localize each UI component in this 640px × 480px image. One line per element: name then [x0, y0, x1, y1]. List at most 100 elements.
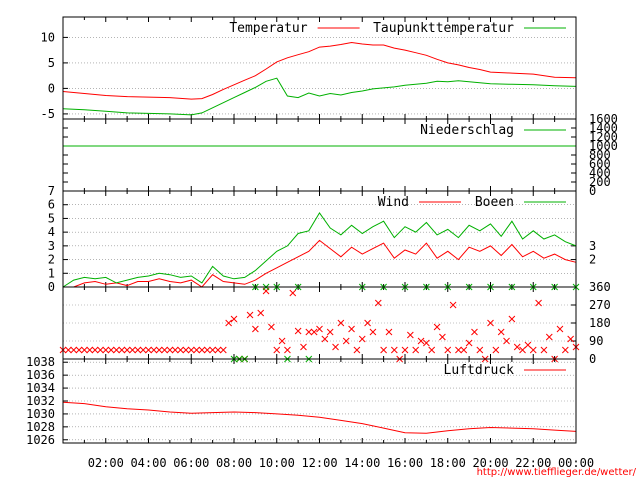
- wind_direction-point: [273, 346, 281, 354]
- wind_direction-point: [433, 323, 441, 331]
- pressure-ytick-label: 1028: [26, 420, 55, 434]
- wind_direction-point: [519, 346, 526, 354]
- wind_direction-point: [385, 328, 393, 336]
- x-tick-label: 22:00: [515, 456, 551, 470]
- wind_direction-point: [139, 346, 147, 354]
- wind_direction-point: [86, 346, 94, 354]
- x-tick-label: 14:00: [344, 456, 380, 470]
- x-tick-label: 02:00: [88, 456, 124, 470]
- wind-ytick-right-label: 3: [589, 239, 596, 253]
- wind_direction-point: [219, 346, 227, 354]
- wind_direction-point: [508, 315, 516, 323]
- wind_direction-point: [284, 346, 291, 354]
- precipitation-ytick-label: 600: [589, 157, 611, 171]
- pressure-ytick-label: 1036: [26, 368, 55, 382]
- wind-ytick-right-label: 2: [589, 253, 596, 267]
- precipitation-legend-label: Niederschlag: [420, 123, 514, 138]
- wind_direction-point: [129, 346, 136, 354]
- wind_direction-ytick-right-label: 90: [589, 334, 603, 348]
- temperature-ytick-label: -5: [41, 107, 55, 121]
- wind_direction-point: [497, 328, 505, 336]
- wind_direction-point: [364, 319, 371, 327]
- wind_direction-point: [252, 325, 259, 333]
- wind-ytick-label: 3: [48, 239, 55, 253]
- wind_direction-point: [492, 346, 500, 354]
- wind_direction-point: [230, 315, 238, 323]
- wind_direction-point: [198, 346, 206, 354]
- wind_direction-point: [316, 325, 323, 333]
- wind_direction-point: [353, 346, 361, 354]
- x-tick-label: 08:00: [216, 456, 252, 470]
- pressure-ytick-label: 1038: [26, 355, 55, 369]
- wind_direction-point: [535, 299, 542, 307]
- precipitation-ytick-label: 0: [589, 184, 596, 198]
- temperature-series-line: [62, 77, 577, 116]
- wind_direction-point: [225, 319, 233, 327]
- wind_direction-point: [401, 346, 409, 354]
- wind_direction-point: [193, 346, 200, 354]
- wind_direction-point: [412, 346, 420, 354]
- temperature-legend-label: Temperatur: [229, 21, 307, 36]
- wind_direction-point: [123, 346, 131, 354]
- wind_direction-point: [134, 346, 142, 354]
- precipitation-ytick-label: 400: [589, 166, 611, 180]
- wind-legend-label: Boeen: [475, 195, 514, 210]
- precipitation-ytick-label: 800: [589, 148, 611, 162]
- pressure-ytick-label: 1032: [26, 394, 55, 408]
- wind_direction-point: [337, 319, 345, 327]
- pressure-legend-label: Luftdruck: [444, 363, 515, 378]
- x-tick-label: 20:00: [472, 456, 508, 470]
- wind_direction-point: [155, 346, 163, 354]
- wind_direction-point: [150, 346, 158, 354]
- wind_direction-point: [257, 309, 265, 317]
- wind_direction-point: [203, 346, 211, 354]
- wind_direction-point: [102, 346, 110, 354]
- temperature-legend-label: Taupunkttemperatur: [373, 21, 514, 36]
- wind-legend-label: Wind: [378, 195, 409, 210]
- wind_direction-point: [423, 339, 430, 347]
- wind-ytick-label: 0: [48, 280, 55, 294]
- wind_direction-point: [118, 346, 126, 354]
- wind_direction-point: [374, 299, 382, 307]
- wind_direction-point: [471, 328, 478, 336]
- precipitation-ytick-label: 1000: [589, 139, 618, 153]
- x-tick-label: 18:00: [430, 456, 466, 470]
- wind_direction-point: [449, 301, 457, 309]
- wind-ytick-label: 2: [48, 253, 55, 267]
- wind_direction-point: [369, 328, 377, 336]
- wind-ytick-label: 4: [48, 225, 55, 239]
- wind_direction-point: [305, 328, 313, 336]
- precipitation-ytick-label: 200: [589, 175, 611, 189]
- wind_direction-point: [476, 346, 484, 354]
- pressure-series-line: [62, 401, 577, 434]
- temperature-ytick-label: 10: [41, 30, 55, 44]
- wind_direction-point: [428, 346, 436, 354]
- wind_direction-point: [70, 346, 78, 354]
- temperature-series-line: [62, 41, 577, 100]
- wind_direction-point: [97, 346, 104, 354]
- wind_direction-point: [561, 346, 569, 354]
- wind_direction-point: [326, 328, 334, 336]
- wind_direction-point: [444, 346, 452, 354]
- precipitation-ytick-label: 1600: [589, 112, 618, 126]
- wind_direction-point: [487, 319, 494, 327]
- wind_direction-point: [107, 346, 115, 354]
- wind_direction-point: [321, 335, 329, 343]
- wind_direction-point: [113, 346, 120, 354]
- wind_direction-point: [540, 346, 548, 354]
- x-tick-label: 06:00: [173, 456, 209, 470]
- wind_direction-point: [556, 325, 564, 333]
- wind-ytick-label: 5: [48, 211, 55, 225]
- wind_direction-point: [278, 337, 286, 345]
- wind_direction-point: [246, 311, 254, 319]
- x-tick-label: 04:00: [130, 456, 166, 470]
- wind_direction-point: [390, 346, 398, 354]
- wind_direction-point: [465, 339, 473, 347]
- wind_direction-point: [545, 333, 553, 341]
- wind_direction-point: [64, 346, 72, 354]
- wind_direction-point: [567, 335, 575, 343]
- wind_direction-point: [455, 346, 462, 354]
- wind_direction-point: [529, 346, 537, 354]
- temperature-ytick-label: 0: [48, 81, 55, 95]
